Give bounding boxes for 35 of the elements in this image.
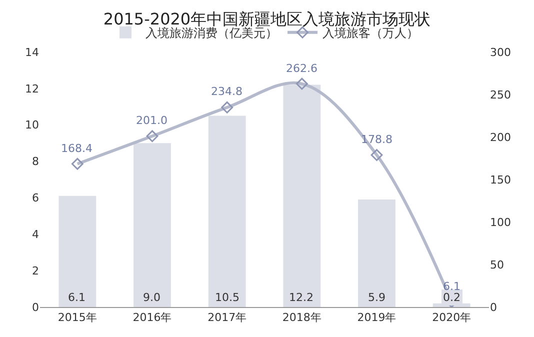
y2-tick-label: 300 [490, 46, 511, 59]
y-tick-label: 6 [32, 192, 39, 205]
data-label: 178.8 [361, 133, 392, 146]
y-tick-label: 14 [25, 46, 39, 59]
data-label: 0.2 [443, 291, 460, 304]
x-tick-label: 2018年 [282, 311, 322, 324]
y2-tick-label: 150 [490, 173, 511, 186]
x-tick-label: 2020年 [432, 311, 472, 324]
x-tick-label: 2015年 [58, 311, 97, 324]
data-label: 201.0 [136, 114, 168, 127]
y2-tick-label: 250 [490, 88, 511, 102]
data-label: 9.0 [143, 291, 160, 304]
y-tick-label: 12 [25, 82, 39, 96]
y-tick-label: 10 [25, 118, 39, 132]
data-label: 234.8 [211, 85, 242, 98]
x-tick-label: 2019年 [357, 311, 396, 324]
data-label: 262.6 [286, 62, 318, 75]
data-label: 168.4 [61, 142, 92, 155]
y-tick-label: 8 [32, 155, 39, 168]
y2-tick-label: 0 [490, 300, 497, 314]
y-tick-label: 4 [32, 228, 39, 241]
legend-label: 入境旅游消费（亿美元） [146, 26, 278, 40]
data-label: 12.2 [289, 291, 314, 304]
x-tick-label: 2017年 [208, 311, 247, 324]
y2-tick-label: 50 [490, 258, 504, 272]
y2-tick-label: 100 [490, 216, 511, 229]
data-label: 5.9 [368, 291, 386, 304]
data-label: 10.5 [215, 291, 240, 304]
data-label: 6.1 [443, 280, 460, 293]
data-label: 6.1 [68, 291, 86, 304]
y-tick-label: 0 [32, 300, 39, 314]
x-tick-label: 2016年 [132, 311, 172, 324]
legend-label: 入境旅客（万人） [322, 26, 418, 40]
y2-tick-label: 200 [490, 130, 511, 144]
y-tick-label: 2 [32, 264, 39, 278]
